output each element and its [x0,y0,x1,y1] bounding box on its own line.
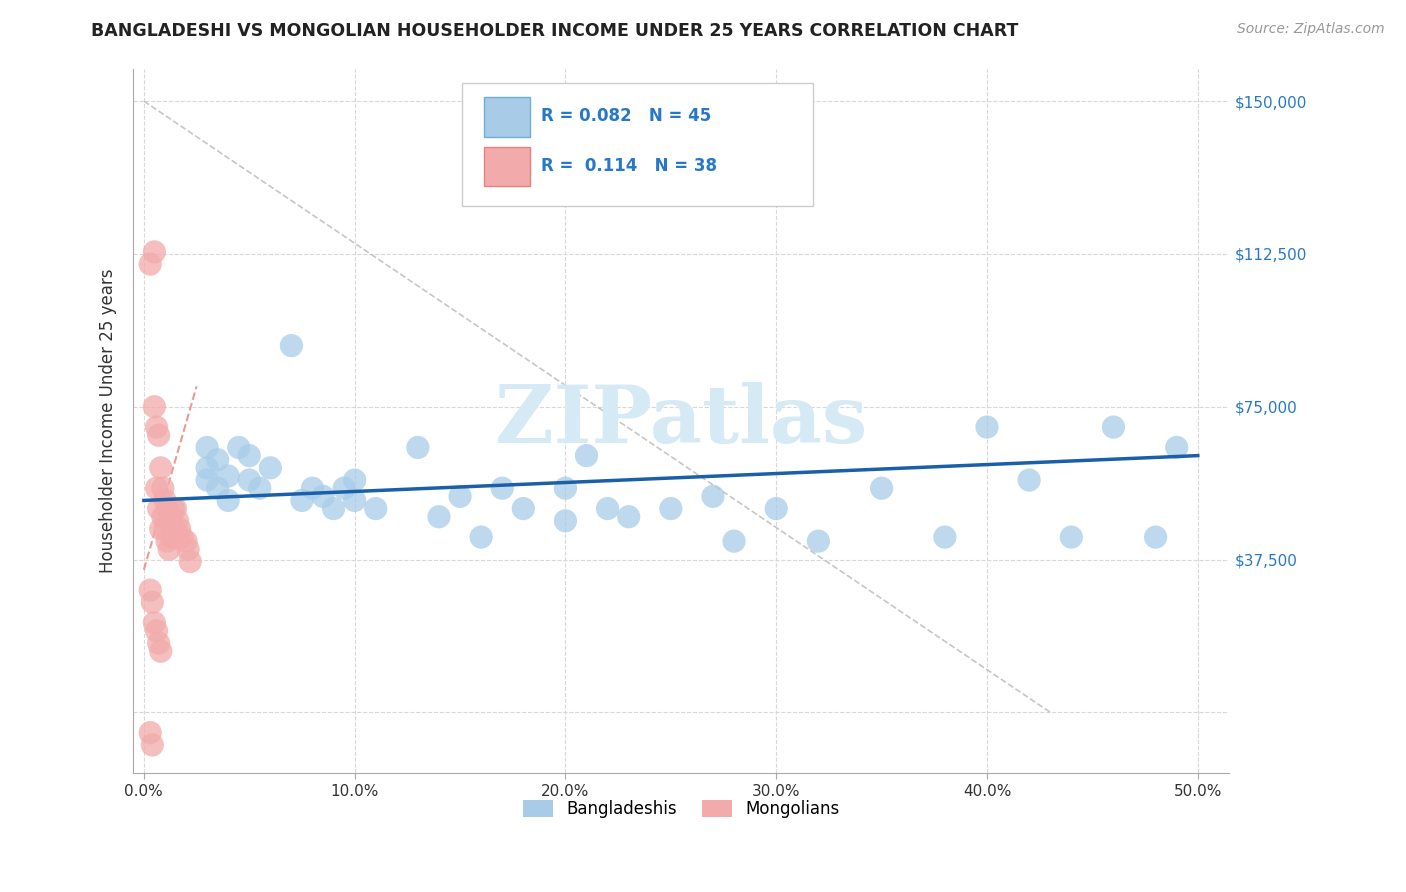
Mongolians [179,555,201,569]
Bangladeshis [1102,420,1125,434]
Mongolians [145,420,167,434]
Mongolians [145,481,167,495]
Mongolians [157,514,180,528]
Bangladeshis [291,493,314,508]
Bangladeshis [554,514,576,528]
Bangladeshis [1060,530,1083,544]
FancyBboxPatch shape [463,83,813,206]
Mongolians [162,501,184,516]
Mongolians [152,481,174,495]
Mongolians [156,534,179,549]
Bangladeshis [870,481,893,495]
Text: BANGLADESHI VS MONGOLIAN HOUSEHOLDER INCOME UNDER 25 YEARS CORRELATION CHART: BANGLADESHI VS MONGOLIAN HOUSEHOLDER INC… [91,22,1019,40]
Bangladeshis [207,452,229,467]
Bangladeshis [249,481,271,495]
Bangladeshis [807,534,830,549]
Bangladeshis [195,473,218,487]
Bangladeshis [765,501,787,516]
Mongolians [165,530,187,544]
Bangladeshis [207,481,229,495]
Bangladeshis [217,469,239,483]
Bangladeshis [195,460,218,475]
Bangladeshis [976,420,998,434]
FancyBboxPatch shape [484,147,530,186]
Bangladeshis [228,441,250,455]
Legend: Bangladeshis, Mongolians: Bangladeshis, Mongolians [516,794,846,825]
Mongolians [143,615,166,630]
Bangladeshis [333,481,356,495]
Mongolians [162,522,184,536]
Bangladeshis [280,338,302,352]
Bangladeshis [238,473,260,487]
Bangladeshis [238,449,260,463]
Mongolians [157,542,180,557]
Bangladeshis [512,501,534,516]
Bangladeshis [617,509,640,524]
Bangladeshis [343,473,366,487]
Mongolians [141,595,163,609]
Bangladeshis [301,481,323,495]
Bangladeshis [406,441,429,455]
Bangladeshis [491,481,513,495]
FancyBboxPatch shape [484,97,530,136]
Mongolians [149,522,172,536]
Bangladeshis [723,534,745,549]
Mongolians [153,522,176,536]
Mongolians [145,624,167,638]
Text: R =  0.114   N = 38: R = 0.114 N = 38 [541,157,717,175]
Mongolians [152,509,174,524]
Mongolians [153,493,176,508]
Text: R = 0.082   N = 45: R = 0.082 N = 45 [541,107,711,126]
Bangladeshis [575,449,598,463]
Mongolians [148,636,170,650]
Mongolians [143,400,166,414]
Mongolians [148,501,170,516]
Bangladeshis [427,509,450,524]
Bangladeshis [702,489,724,503]
Mongolians [139,257,162,271]
Mongolians [148,428,170,442]
Bangladeshis [554,481,576,495]
Mongolians [149,644,172,658]
Text: Source: ZipAtlas.com: Source: ZipAtlas.com [1237,22,1385,37]
Mongolians [141,738,163,752]
Mongolians [143,244,166,259]
Mongolians [139,583,162,598]
Mongolians [139,725,162,739]
Bangladeshis [364,501,387,516]
Mongolians [160,514,183,528]
Bangladeshis [195,441,218,455]
Bangladeshis [322,501,344,516]
Mongolians [160,530,183,544]
Bangladeshis [1166,441,1188,455]
Mongolians [166,530,188,544]
Mongolians [170,530,193,544]
Bangladeshis [596,501,619,516]
Mongolians [166,514,188,528]
Mongolians [169,522,191,536]
Bangladeshis [449,489,471,503]
Mongolians [177,542,200,557]
Mongolians [156,501,179,516]
Y-axis label: Householder Income Under 25 years: Householder Income Under 25 years [100,268,117,574]
Text: ZIPatlas: ZIPatlas [495,382,868,460]
Bangladeshis [934,530,956,544]
Mongolians [165,501,187,516]
Bangladeshis [217,493,239,508]
Bangladeshis [659,501,682,516]
Bangladeshis [470,530,492,544]
Bangladeshis [312,489,335,503]
Bangladeshis [343,493,366,508]
Bangladeshis [259,460,281,475]
Mongolians [149,460,172,475]
Bangladeshis [1018,473,1040,487]
Mongolians [174,534,197,549]
Bangladeshis [1144,530,1167,544]
